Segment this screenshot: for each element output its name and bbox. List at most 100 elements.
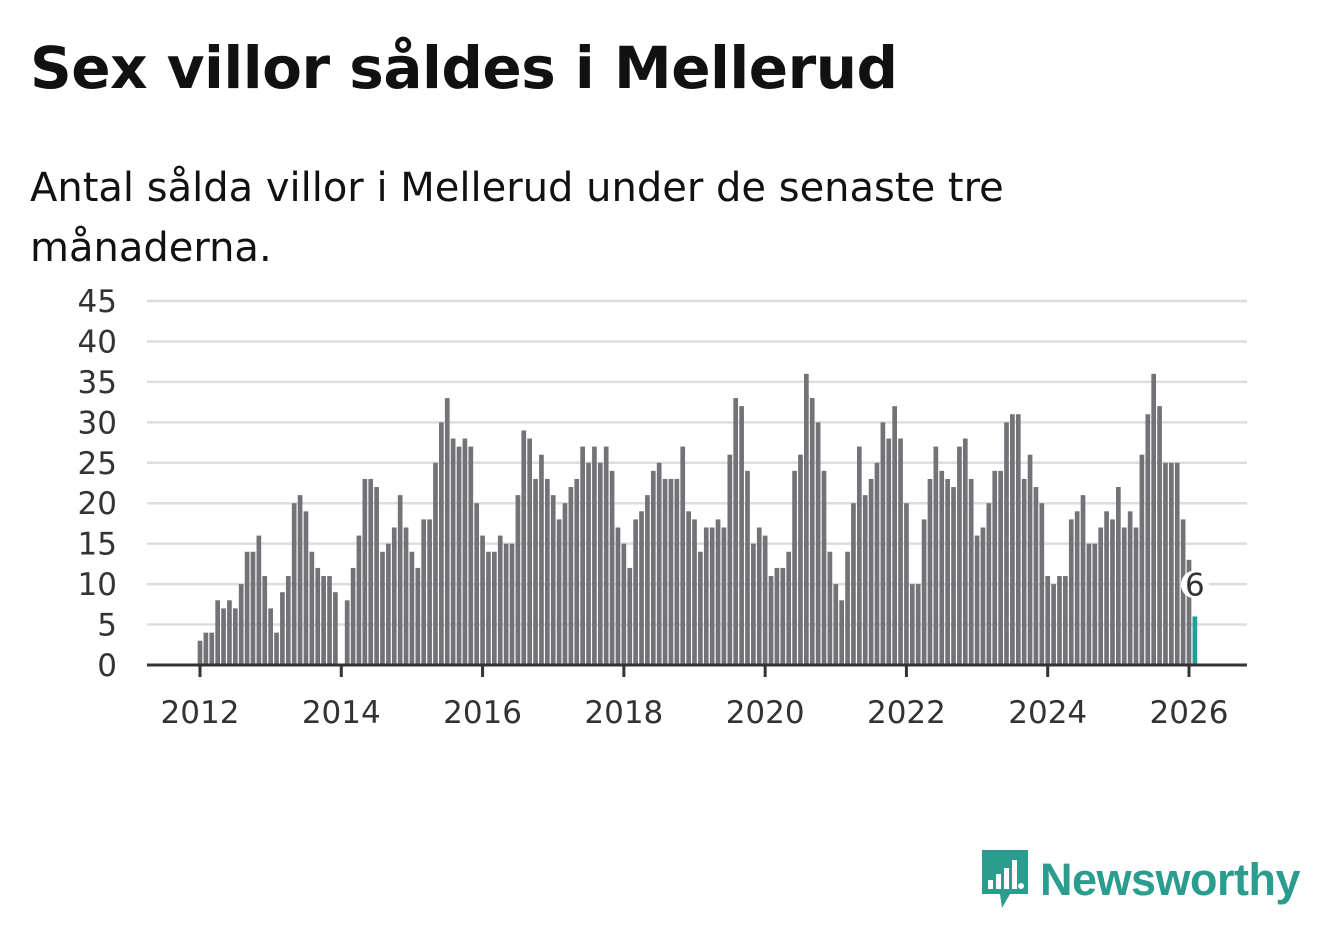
bar — [1027, 454, 1033, 665]
bar — [280, 592, 285, 665]
newsworthy-logo-text: Newsworthy — [1040, 854, 1301, 905]
bar — [515, 495, 521, 665]
y-tick-label: 35 — [78, 365, 117, 401]
bar — [1021, 478, 1027, 665]
bar — [574, 478, 580, 665]
bar — [450, 438, 456, 665]
x-tick-label: 2018 — [584, 695, 663, 731]
bar — [733, 398, 739, 665]
bar — [380, 551, 385, 665]
bar — [1121, 527, 1127, 665]
bar — [709, 527, 715, 665]
bar — [521, 430, 527, 665]
bar — [238, 584, 244, 665]
bar — [1051, 584, 1056, 665]
bar — [327, 576, 332, 665]
bar — [756, 527, 762, 665]
y-tick-label: 5 — [97, 608, 117, 644]
bar — [1057, 576, 1062, 665]
bar — [262, 576, 268, 665]
bar — [215, 600, 221, 665]
bar — [1180, 519, 1186, 665]
bar — [562, 503, 568, 665]
newsworthy-logo: Newsworthy — [980, 850, 1301, 910]
bar — [321, 576, 326, 665]
bar — [1116, 487, 1121, 665]
bar — [227, 600, 232, 665]
bar — [821, 470, 827, 665]
y-tick-label: 25 — [78, 446, 117, 482]
bar — [1080, 495, 1086, 665]
bar — [462, 438, 468, 665]
bar — [433, 462, 438, 665]
bar — [333, 592, 338, 665]
bar — [1169, 462, 1174, 665]
bar — [1174, 462, 1180, 665]
bar — [674, 478, 680, 665]
bar — [509, 543, 515, 665]
bar — [809, 398, 815, 665]
bar — [250, 551, 256, 665]
x-tick-label: 2026 — [1150, 695, 1229, 731]
chart-title: Sex villor såldes i Mellerud — [30, 34, 898, 102]
bar — [998, 470, 1003, 665]
bar — [1157, 406, 1162, 665]
bar — [939, 470, 945, 665]
bar — [203, 632, 209, 665]
bar — [698, 551, 703, 665]
bar — [650, 470, 656, 665]
bar — [586, 462, 591, 665]
bar — [868, 478, 874, 665]
y-tick-label: 20 — [78, 486, 117, 522]
bar — [933, 446, 939, 665]
bar — [256, 535, 262, 665]
x-tick-label: 2016 — [443, 695, 522, 731]
bar — [786, 551, 792, 665]
bar — [627, 567, 633, 665]
bar — [715, 519, 721, 665]
bar — [374, 487, 379, 665]
bar — [603, 446, 609, 665]
bar — [421, 519, 427, 665]
bar — [915, 584, 921, 665]
bar — [1092, 543, 1098, 665]
bar — [268, 608, 273, 665]
bar — [539, 454, 544, 665]
bar — [456, 446, 462, 665]
bar — [386, 543, 391, 665]
bar — [1068, 519, 1074, 665]
bar — [1074, 511, 1080, 665]
highlight-label: 6 — [1185, 567, 1205, 603]
bar — [550, 495, 556, 665]
bar — [745, 470, 750, 665]
bar — [486, 551, 491, 665]
bar — [1010, 414, 1015, 665]
bar — [1086, 543, 1092, 665]
y-axis-ticks: 0 5 10 15 20 25 30 35 40 45 — [78, 284, 117, 684]
bar — [592, 446, 597, 665]
bar — [597, 462, 603, 665]
bar — [609, 470, 615, 665]
y-tick-label: 40 — [78, 324, 117, 360]
bar — [568, 487, 574, 665]
bar — [1063, 576, 1068, 665]
bar — [291, 503, 297, 665]
bar — [1039, 503, 1045, 665]
x-axis-ticks: 2012 2014 2016 2018 2020 2022 2024 2026 — [161, 665, 1229, 731]
bar — [880, 422, 886, 665]
x-tick-label: 2022 — [867, 695, 946, 731]
bar — [692, 519, 697, 665]
bar — [904, 503, 909, 665]
bar — [1110, 519, 1115, 665]
bar — [297, 495, 303, 665]
bar — [1004, 422, 1009, 665]
bar — [633, 519, 638, 665]
bar — [1045, 576, 1051, 665]
bar — [739, 406, 744, 665]
bar — [886, 438, 892, 665]
bar — [962, 438, 968, 665]
bar — [403, 527, 409, 665]
bar — [350, 567, 356, 665]
bar — [827, 551, 833, 665]
